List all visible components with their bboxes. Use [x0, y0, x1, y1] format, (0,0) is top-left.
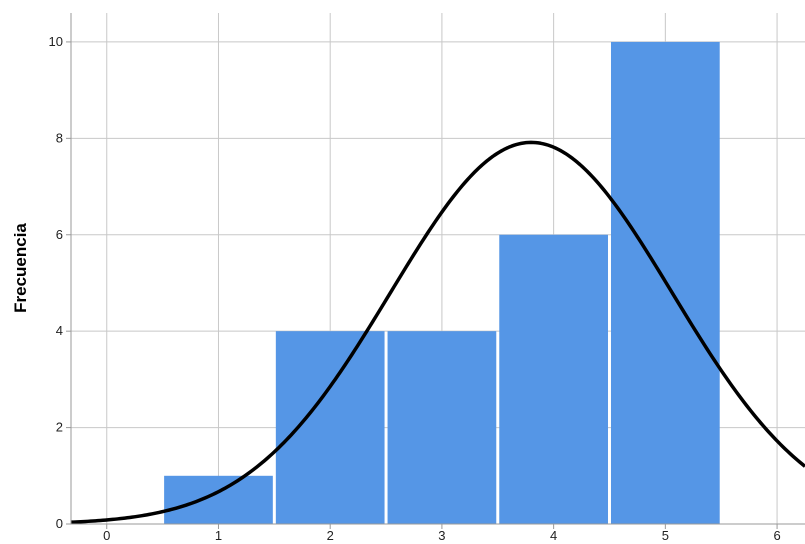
y-tick-label: 4	[56, 323, 63, 338]
x-tick-label: 2	[327, 528, 334, 543]
axes	[66, 13, 805, 529]
histogram-bar	[499, 234, 608, 525]
x-tick-label: 3	[438, 528, 445, 543]
y-tick-label: 10	[49, 34, 63, 49]
x-tick-label: 6	[773, 528, 780, 543]
x-tick-label: 1	[215, 528, 222, 543]
x-tick-label: 5	[662, 528, 669, 543]
histogram-bar	[164, 475, 273, 524]
y-axis-title: Frecuencia	[11, 223, 30, 313]
histogram-bar	[275, 331, 385, 524]
x-tick-label: 0	[103, 528, 110, 543]
y-tick-label: 8	[56, 130, 63, 145]
tick-labels: 0 2 4 6 8 10 0 1 2 3 4 5 6	[49, 34, 781, 543]
y-tick-label: 6	[56, 227, 63, 242]
y-tick-label: 2	[56, 420, 63, 435]
x-tick-label: 4	[550, 528, 557, 543]
y-tick-label: 0	[56, 516, 63, 531]
normal-curve	[70, 140, 805, 524]
normal-curve-layer	[70, 140, 805, 524]
histogram-bar	[387, 331, 497, 524]
